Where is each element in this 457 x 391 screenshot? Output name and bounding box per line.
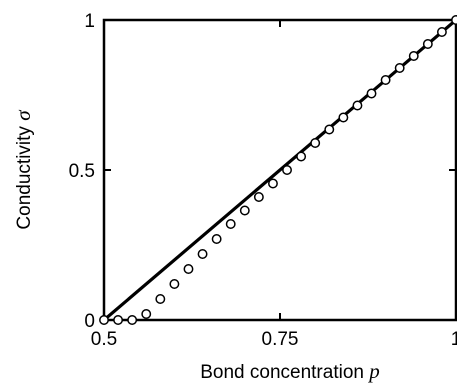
x-axis-symbol: p (367, 359, 380, 383)
x-axis-label: Bond concentration p (200, 359, 380, 383)
data-point (394, 63, 405, 73)
data-point (352, 100, 363, 111)
data-point (451, 15, 457, 25)
x-tick-label: 1 (451, 329, 457, 350)
data-point (422, 39, 433, 49)
x-axis-label-text: Bond concentration (200, 362, 364, 383)
data-point (282, 165, 292, 175)
data-point (211, 234, 222, 244)
data-point (338, 112, 349, 123)
data-point (155, 294, 166, 304)
y-tick-label: 0 (84, 311, 95, 332)
data-point (436, 27, 447, 37)
data-point (324, 124, 335, 135)
x-tick-label: 0.5 (91, 329, 117, 350)
data-point (141, 309, 152, 319)
data-point (253, 192, 264, 202)
y-axis-symbol: σ (11, 109, 35, 121)
y-axis-label-text: Conductivity (14, 126, 35, 230)
data-point (127, 315, 138, 325)
data-point (183, 264, 194, 274)
data-point (380, 75, 391, 85)
data-point (225, 219, 236, 229)
data-point (239, 205, 250, 216)
y-tick-label: 0.5 (69, 161, 95, 182)
data-point (169, 279, 180, 289)
data-point (310, 138, 321, 148)
data-point (366, 88, 377, 99)
data-point (408, 51, 419, 61)
y-axis-label: Conductivity σ (11, 109, 35, 230)
data-point (268, 178, 278, 189)
data-point (113, 315, 124, 325)
y-tick-label: 1 (84, 11, 95, 32)
data-point (296, 151, 307, 162)
data-point (99, 315, 109, 325)
series-layer (99, 15, 457, 325)
data-point (197, 249, 208, 259)
axis-tick-labels: 0.5 0.75 100.51 (69, 11, 457, 350)
x-tick-label: 0.75 (262, 329, 299, 350)
